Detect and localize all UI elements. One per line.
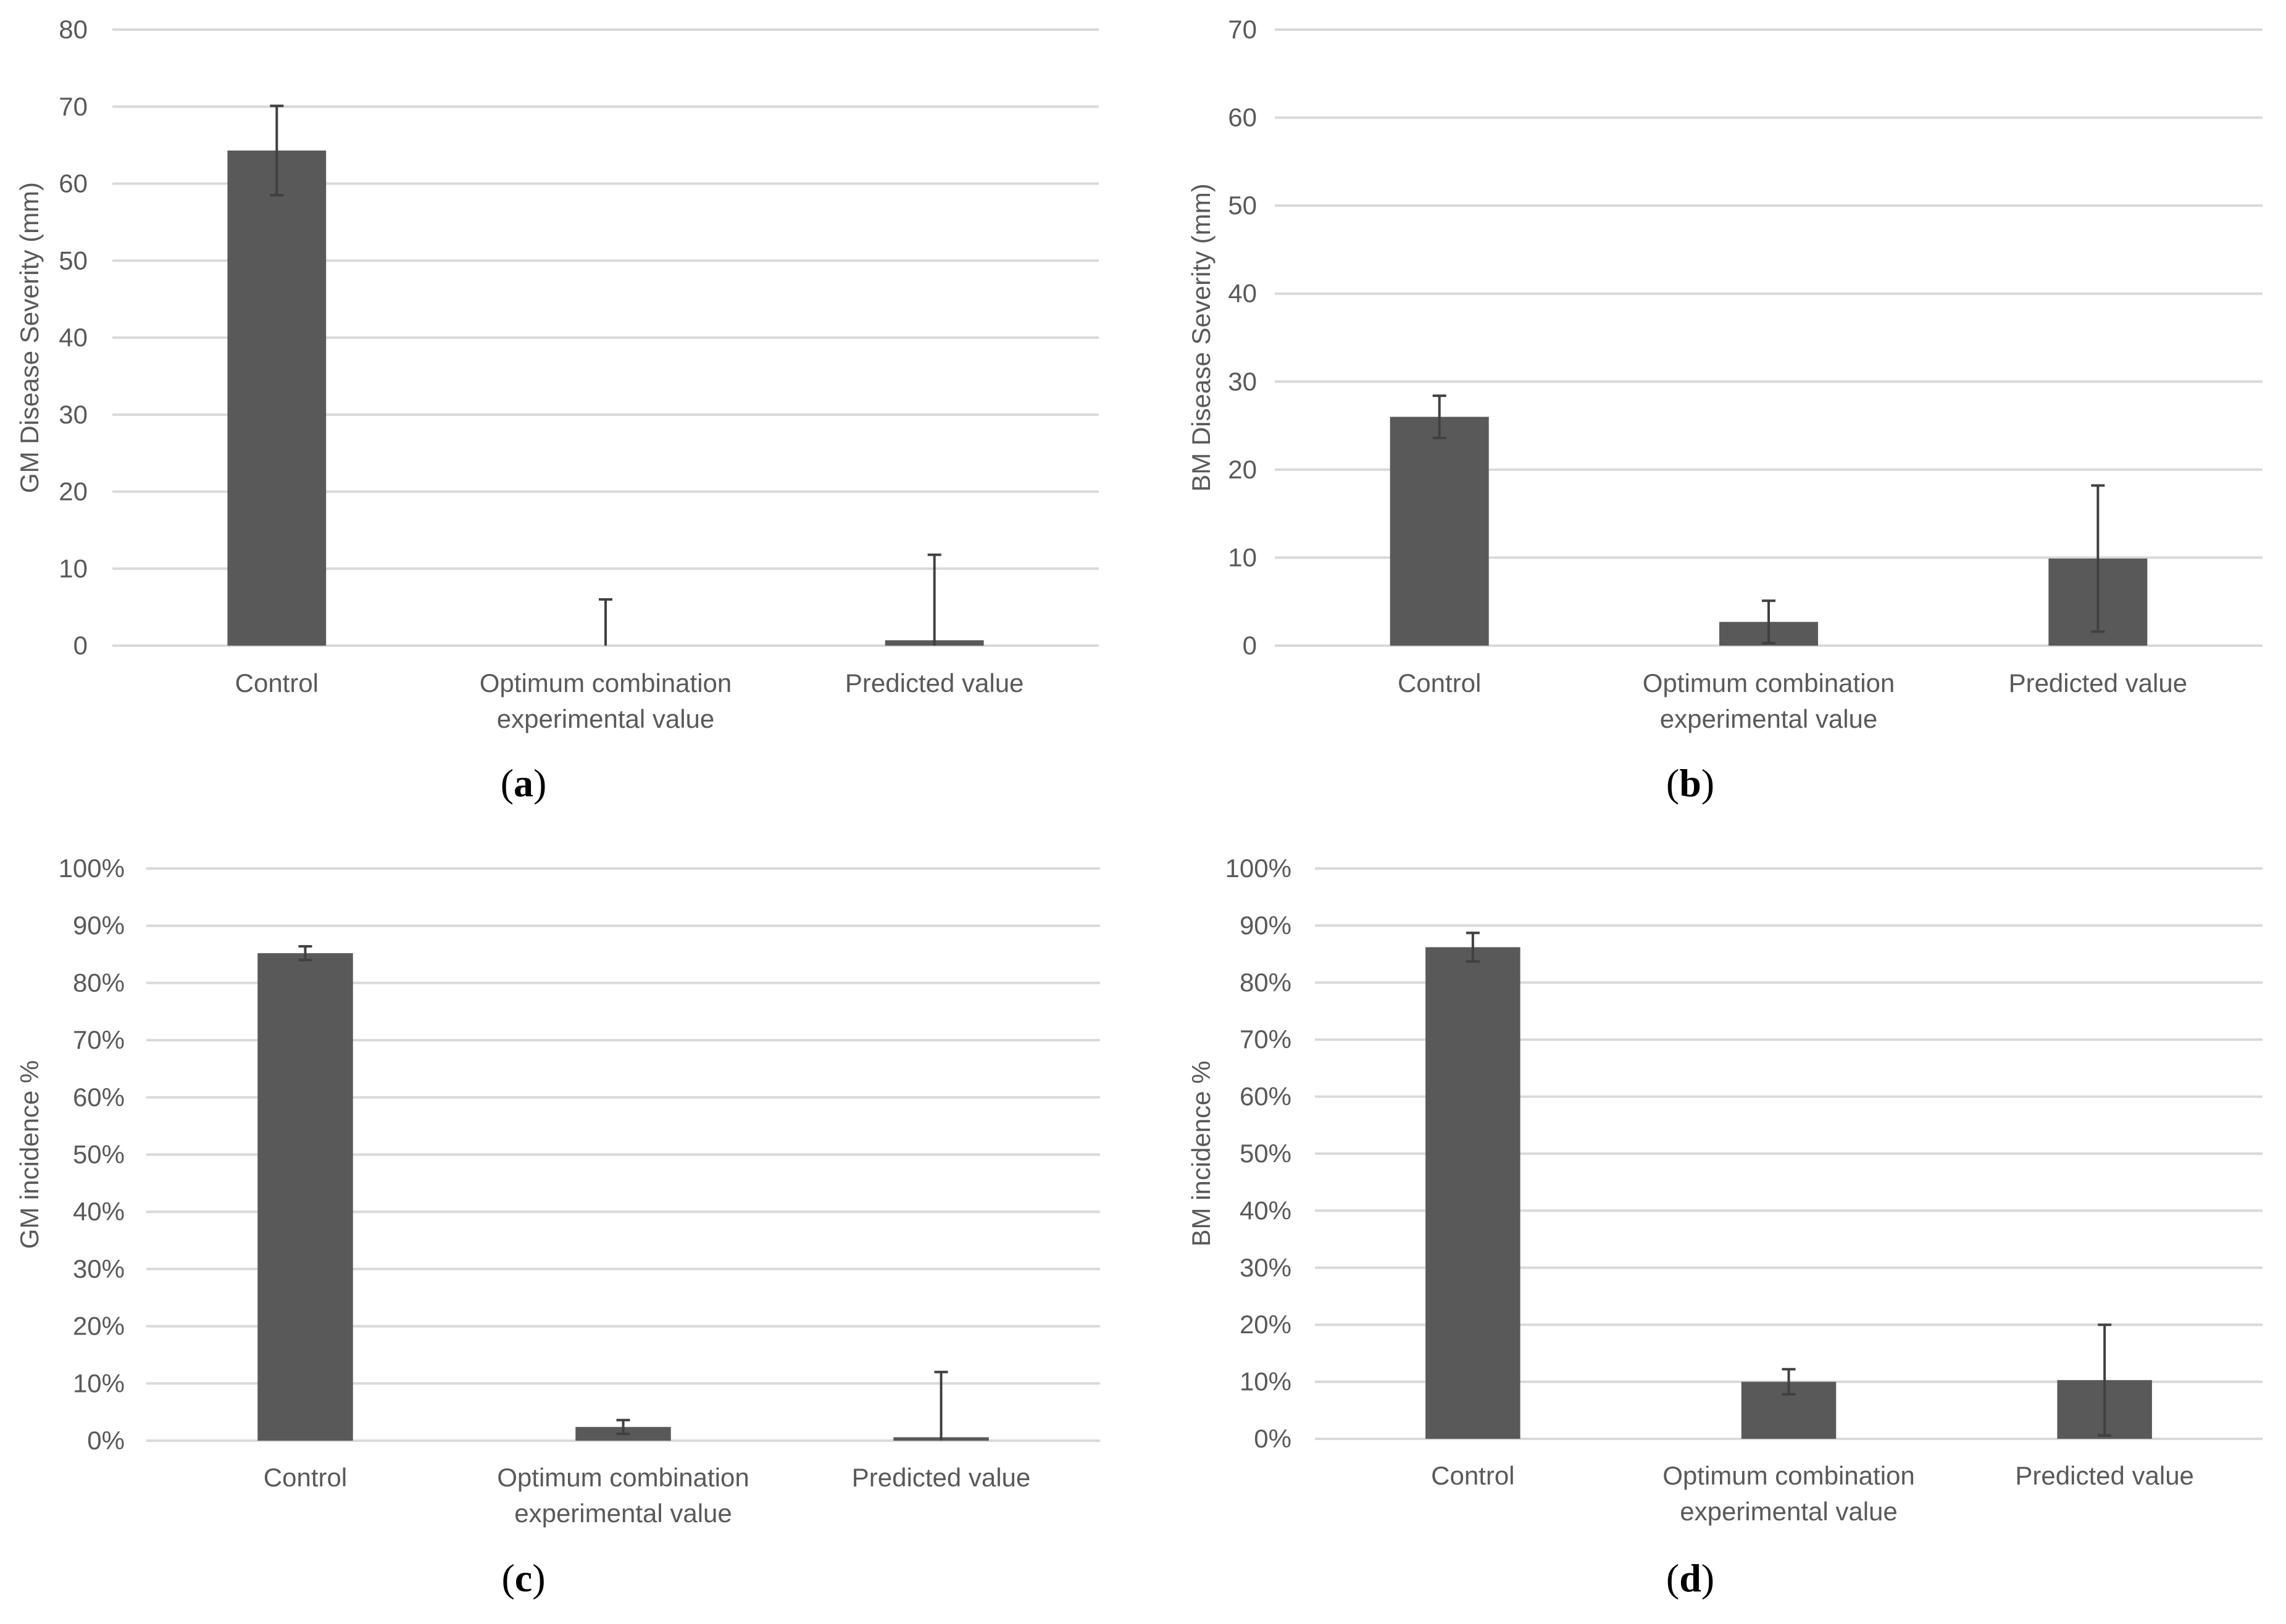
y-tick-label: 40%	[1240, 1196, 1291, 1225]
y-tick-label: 70	[1228, 15, 1257, 44]
y-tick-label: 80%	[73, 968, 125, 997]
y-tick-label: 20%	[73, 1312, 125, 1341]
x-category-label: Optimum combination	[1643, 668, 1895, 697]
x-category-label: Predicted value	[852, 1463, 1031, 1492]
y-tick-label: 0%	[87, 1426, 125, 1455]
bar	[257, 953, 353, 1441]
panel-label-close-paren: )	[533, 761, 546, 805]
panel-label-letter: b	[1679, 761, 1701, 805]
y-tick-label: 30%	[1240, 1253, 1291, 1282]
x-category-label: Optimum combination	[1662, 1461, 1915, 1490]
y-tick-label: 10	[1228, 543, 1257, 572]
panel-label-close-paren: )	[1701, 1556, 1714, 1600]
y-tick-label: 50%	[73, 1140, 125, 1169]
chart-panel-a: 0 10 20 30 40 50 60 70 80 Control Optimum combinat…	[15, 15, 1099, 805]
y-axis-title: GM Disease Severity (mm)	[15, 182, 44, 493]
y-tick-label: 10%	[1240, 1367, 1291, 1396]
y-tick-label: 90%	[73, 911, 125, 940]
y-tick-label: 80%	[1240, 968, 1291, 997]
panel-label: (c)	[501, 1556, 545, 1600]
y-tick-label: 10%	[73, 1368, 125, 1397]
y-tick-label: 20%	[1240, 1310, 1291, 1339]
panel-label-open-paren: (	[501, 761, 514, 805]
y-axis-title: BM incidence %	[1187, 1060, 1216, 1246]
x-category-label: experimental value	[1660, 704, 1878, 733]
bar	[1425, 947, 1521, 1439]
x-category-label: Control	[235, 668, 319, 697]
y-tick-label: 10	[59, 554, 88, 583]
x-category-label: Optimum combination	[497, 1463, 749, 1492]
y-tick-label: 100%	[1225, 854, 1291, 883]
y-tick-label: 20	[59, 477, 88, 506]
y-tick-label: 70	[59, 92, 88, 121]
y-tick-label: 0	[1243, 631, 1257, 660]
chart-panel-b: 0 10 20 30 40 50 60 70 Control Optimum combinatio…	[1187, 15, 2263, 805]
panel-label-letter: d	[1679, 1556, 1701, 1600]
bar	[227, 150, 327, 646]
y-tick-label: 30	[1228, 367, 1257, 396]
x-category-label: Control	[1398, 668, 1481, 697]
y-tick-label: 40	[1228, 279, 1257, 308]
y-tick-label: 80	[59, 15, 88, 44]
panel-label-open-paren: (	[501, 1556, 514, 1600]
y-axis-title: GM incidence %	[15, 1060, 44, 1249]
panel-label: (b)	[1666, 761, 1714, 805]
y-tick-label: 70%	[1240, 1025, 1291, 1054]
y-tick-label: 0%	[1254, 1424, 1291, 1453]
x-category-label: experimental value	[514, 1499, 732, 1528]
y-tick-label: 70%	[73, 1025, 125, 1054]
y-tick-label: 40	[59, 323, 88, 352]
panel-label-letter: c	[515, 1556, 532, 1600]
panel-label-open-paren: (	[1666, 761, 1679, 805]
y-tick-label: 60%	[1240, 1082, 1291, 1111]
panel-label: (a)	[501, 761, 547, 805]
y-tick-label: 50	[59, 246, 88, 275]
panel-label-close-paren: )	[1701, 761, 1714, 805]
y-tick-label: 50	[1228, 191, 1257, 220]
y-tick-label: 100%	[59, 854, 125, 883]
y-tick-label: 90%	[1240, 910, 1291, 939]
x-category-label: Predicted value	[2015, 1461, 2194, 1490]
y-tick-label: 50%	[1240, 1139, 1291, 1168]
y-tick-label: 0	[73, 631, 88, 660]
y-tick-label: 60%	[73, 1083, 125, 1112]
chart-panel-d: 0% 10% 20% 30% 40% 50% 60% 70% 80% 90% 100% Control…	[1187, 854, 2263, 1600]
y-tick-label: 30%	[73, 1254, 125, 1283]
panel-label-open-paren: (	[1666, 1556, 1679, 1600]
x-category-label: Control	[264, 1463, 347, 1492]
panel-label-close-paren: )	[532, 1556, 545, 1600]
x-category-label: experimental value	[497, 704, 715, 733]
y-tick-label: 60	[1228, 103, 1257, 132]
bar	[1390, 417, 1489, 646]
panel-label: (d)	[1666, 1556, 1714, 1600]
x-category-label: experimental value	[1680, 1497, 1898, 1526]
y-tick-label: 40%	[73, 1197, 125, 1226]
x-category-label: Control	[1431, 1461, 1514, 1490]
chart-panel-c: 0% 10% 20% 30% 40% 50% 60% 70% 80% 90% 100% Control…	[15, 854, 1100, 1600]
x-category-label: Predicted value	[2009, 668, 2188, 697]
y-axis-title: BM Disease Severity (mm)	[1187, 183, 1216, 491]
y-tick-label: 60	[59, 169, 88, 198]
y-tick-label: 20	[1228, 455, 1257, 484]
x-category-label: Predicted value	[845, 668, 1024, 697]
y-tick-label: 30	[59, 400, 88, 429]
panel-label-letter: a	[514, 761, 533, 805]
x-category-label: Optimum combination	[480, 668, 732, 697]
